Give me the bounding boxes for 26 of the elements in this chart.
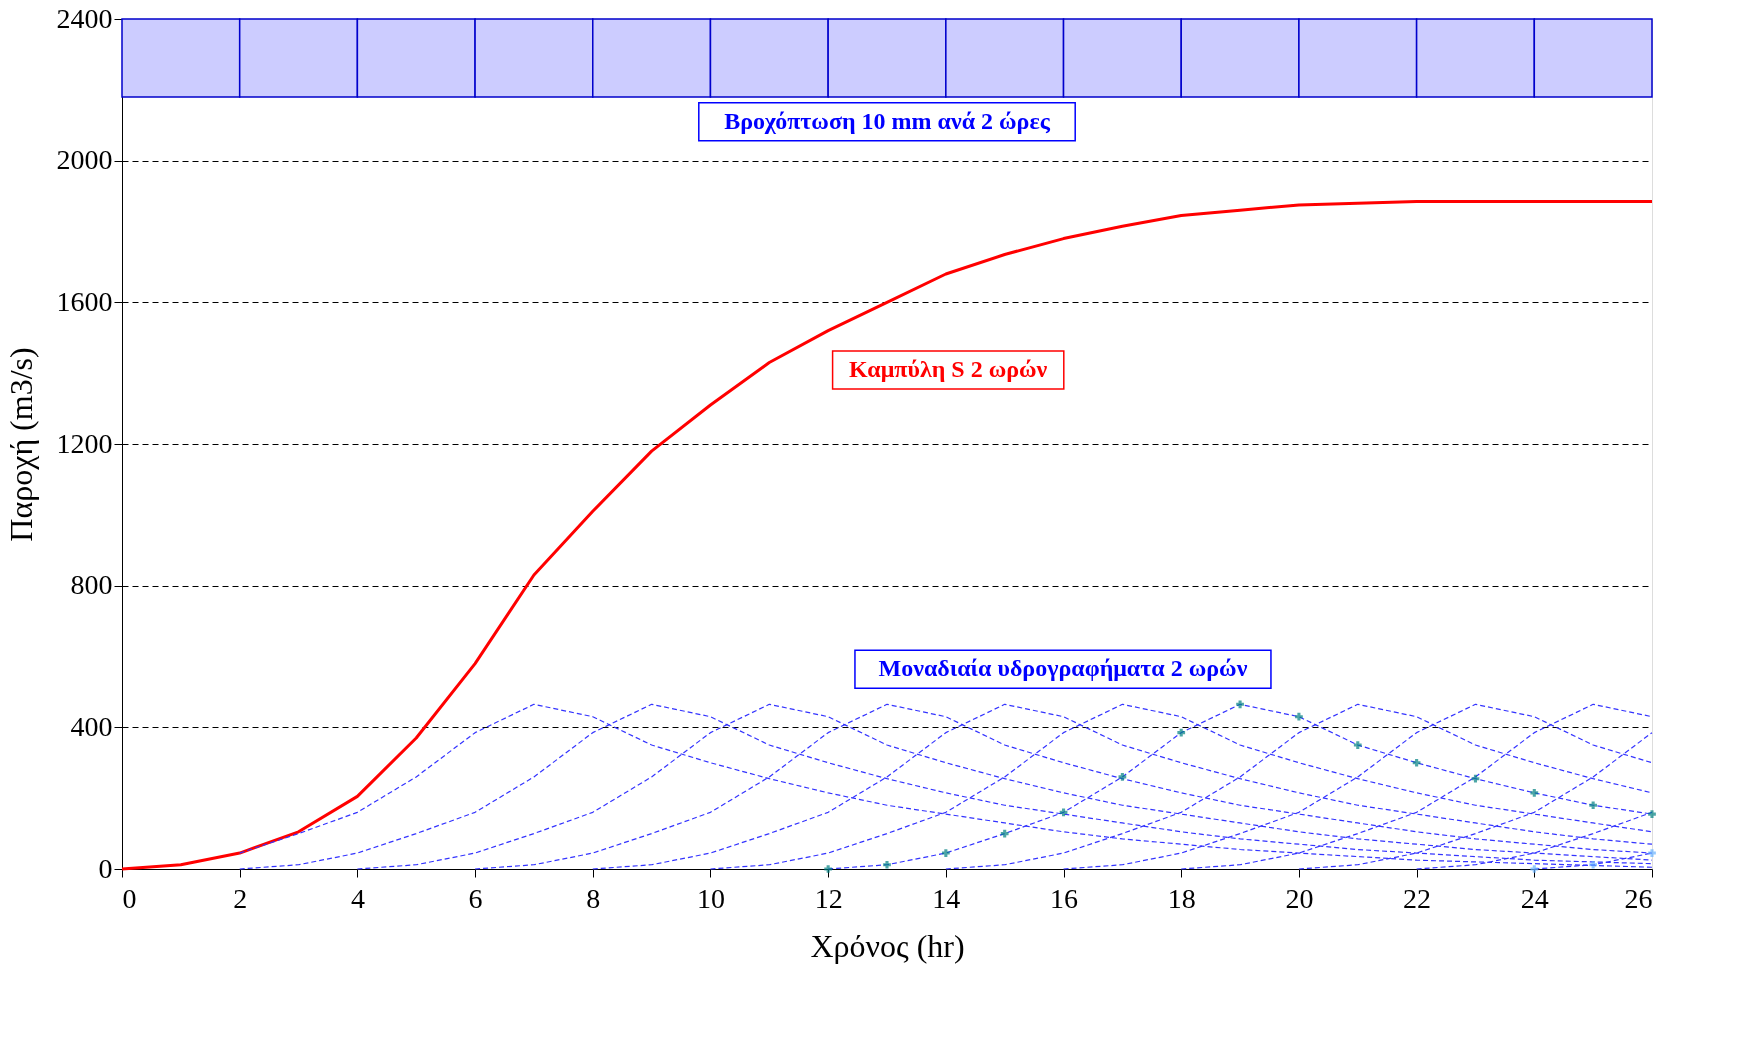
y-tick-label: 2400 bbox=[56, 2, 113, 34]
y-tick-label: 2000 bbox=[56, 144, 113, 176]
y-tick-label: 0 bbox=[98, 852, 113, 884]
x-tick-label: 4 bbox=[350, 882, 365, 914]
x-tick-label: 6 bbox=[468, 882, 483, 914]
annotation: Καμπύλη S 2 ωρών bbox=[849, 356, 1048, 383]
x-tick-label: 12 bbox=[814, 882, 843, 914]
annotation: Βροχόπτωση 10 mm ανά 2 ώρες bbox=[724, 107, 1051, 134]
y-tick-label: 1200 bbox=[56, 427, 113, 459]
x-tick-label: 18 bbox=[1167, 882, 1196, 914]
x-tick-label: 10 bbox=[696, 882, 725, 914]
x-tick-label: 22 bbox=[1403, 882, 1432, 914]
y-tick-label: 800 bbox=[70, 569, 113, 601]
y-tick-label: 1600 bbox=[56, 285, 113, 317]
x-tick-label: 16 bbox=[1050, 882, 1079, 914]
y-axis-title: Παροχή (m3/s) bbox=[2, 347, 39, 542]
x-tick-label: 26 bbox=[1624, 882, 1653, 914]
x-tick-label: 14 bbox=[932, 882, 961, 914]
x-tick-label: 0 bbox=[122, 882, 137, 914]
x-tick-label: 20 bbox=[1285, 882, 1314, 914]
x-tick-label: 2 bbox=[233, 882, 248, 914]
x-tick-label: 8 bbox=[586, 882, 601, 914]
x-axis-title: Χρόνος (hr) bbox=[810, 927, 965, 964]
annotation: Μοναδιαία υδρογραφήματα 2 ωρών bbox=[878, 655, 1248, 682]
y-tick-label: 400 bbox=[70, 710, 113, 742]
x-tick-label: 24 bbox=[1520, 882, 1549, 914]
